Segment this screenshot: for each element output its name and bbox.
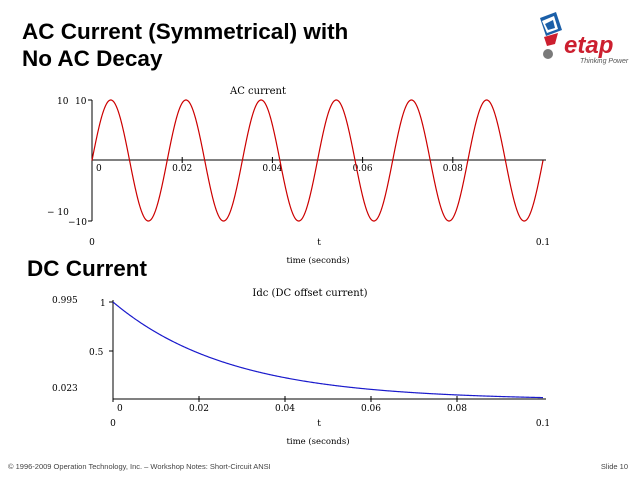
slide-title-line-2: No AC Decay xyxy=(22,46,163,71)
dc-x-tick-label: 0.02 xyxy=(189,404,209,414)
logo-emblem-icon xyxy=(540,12,562,59)
dc-y-tick-label-1: 1 xyxy=(100,299,106,309)
etap-logo: etap Thinking Power xyxy=(540,12,629,65)
ac-x-axis-var: t xyxy=(317,238,321,248)
dc-x-axis-label: time (seconds) xyxy=(286,436,349,447)
dc-x-range-max: 0.1 xyxy=(536,419,550,429)
dc-x-ticks: 0 0.02 0.04 0.06 0.08 xyxy=(112,396,467,414)
dc-x-range-min: 0 xyxy=(110,419,116,429)
dc-current-series-line xyxy=(112,301,544,399)
dc-x-tick-label: 0.08 xyxy=(447,404,467,414)
dc-y-tick-label-05: 0.5 xyxy=(89,348,104,358)
ac-x-range-min: 0 xyxy=(89,238,95,248)
logo-wordmark: etap xyxy=(564,32,613,59)
ac-chart-title: AC current xyxy=(229,86,286,97)
dc-chart-title: Idc (DC offset current) xyxy=(252,288,367,299)
ac-x-tick-label: 0.02 xyxy=(172,164,192,174)
ac-x-tick-label: 0.06 xyxy=(353,164,373,174)
ac-x-tick-label: 0.08 xyxy=(443,164,463,174)
ac-x-tick-label: 0 xyxy=(96,164,102,174)
dc-x-axis-var: t xyxy=(317,419,321,429)
ac-x-tick-label: 0.04 xyxy=(262,164,282,174)
slide-title: AC Current (Symmetrical) with No AC Deca… xyxy=(22,18,348,72)
ac-current-series-line xyxy=(91,99,544,222)
dc-x-tick-label: 0 xyxy=(117,404,123,414)
logo-tagline: Thinking Power xyxy=(580,58,629,65)
ac-y-range-min: − 10 xyxy=(47,208,69,218)
footer-copyright: © 1996-2009 Operation Technology, Inc. –… xyxy=(8,462,271,471)
section-title: DC Current xyxy=(27,256,148,281)
dc-y-range-max: 0.995 xyxy=(52,296,78,306)
ac-y-tick-label-min: −10 xyxy=(68,218,87,228)
ac-y-tick-label-max: 10 xyxy=(75,97,87,107)
ac-x-range-max: 0.1 xyxy=(536,238,550,248)
dc-y-range-min: 0.023 xyxy=(52,384,78,394)
ac-x-axis-label: time (seconds) xyxy=(286,255,349,266)
slide-title-line-1: AC Current (Symmetrical) with xyxy=(22,19,349,44)
ac-y-range-max: 10 xyxy=(57,97,69,107)
dc-x-tick-label: 0.06 xyxy=(361,404,381,414)
dc-x-tick-label: 0.04 xyxy=(275,404,295,414)
slide-number: Slide 10 xyxy=(600,462,628,471)
